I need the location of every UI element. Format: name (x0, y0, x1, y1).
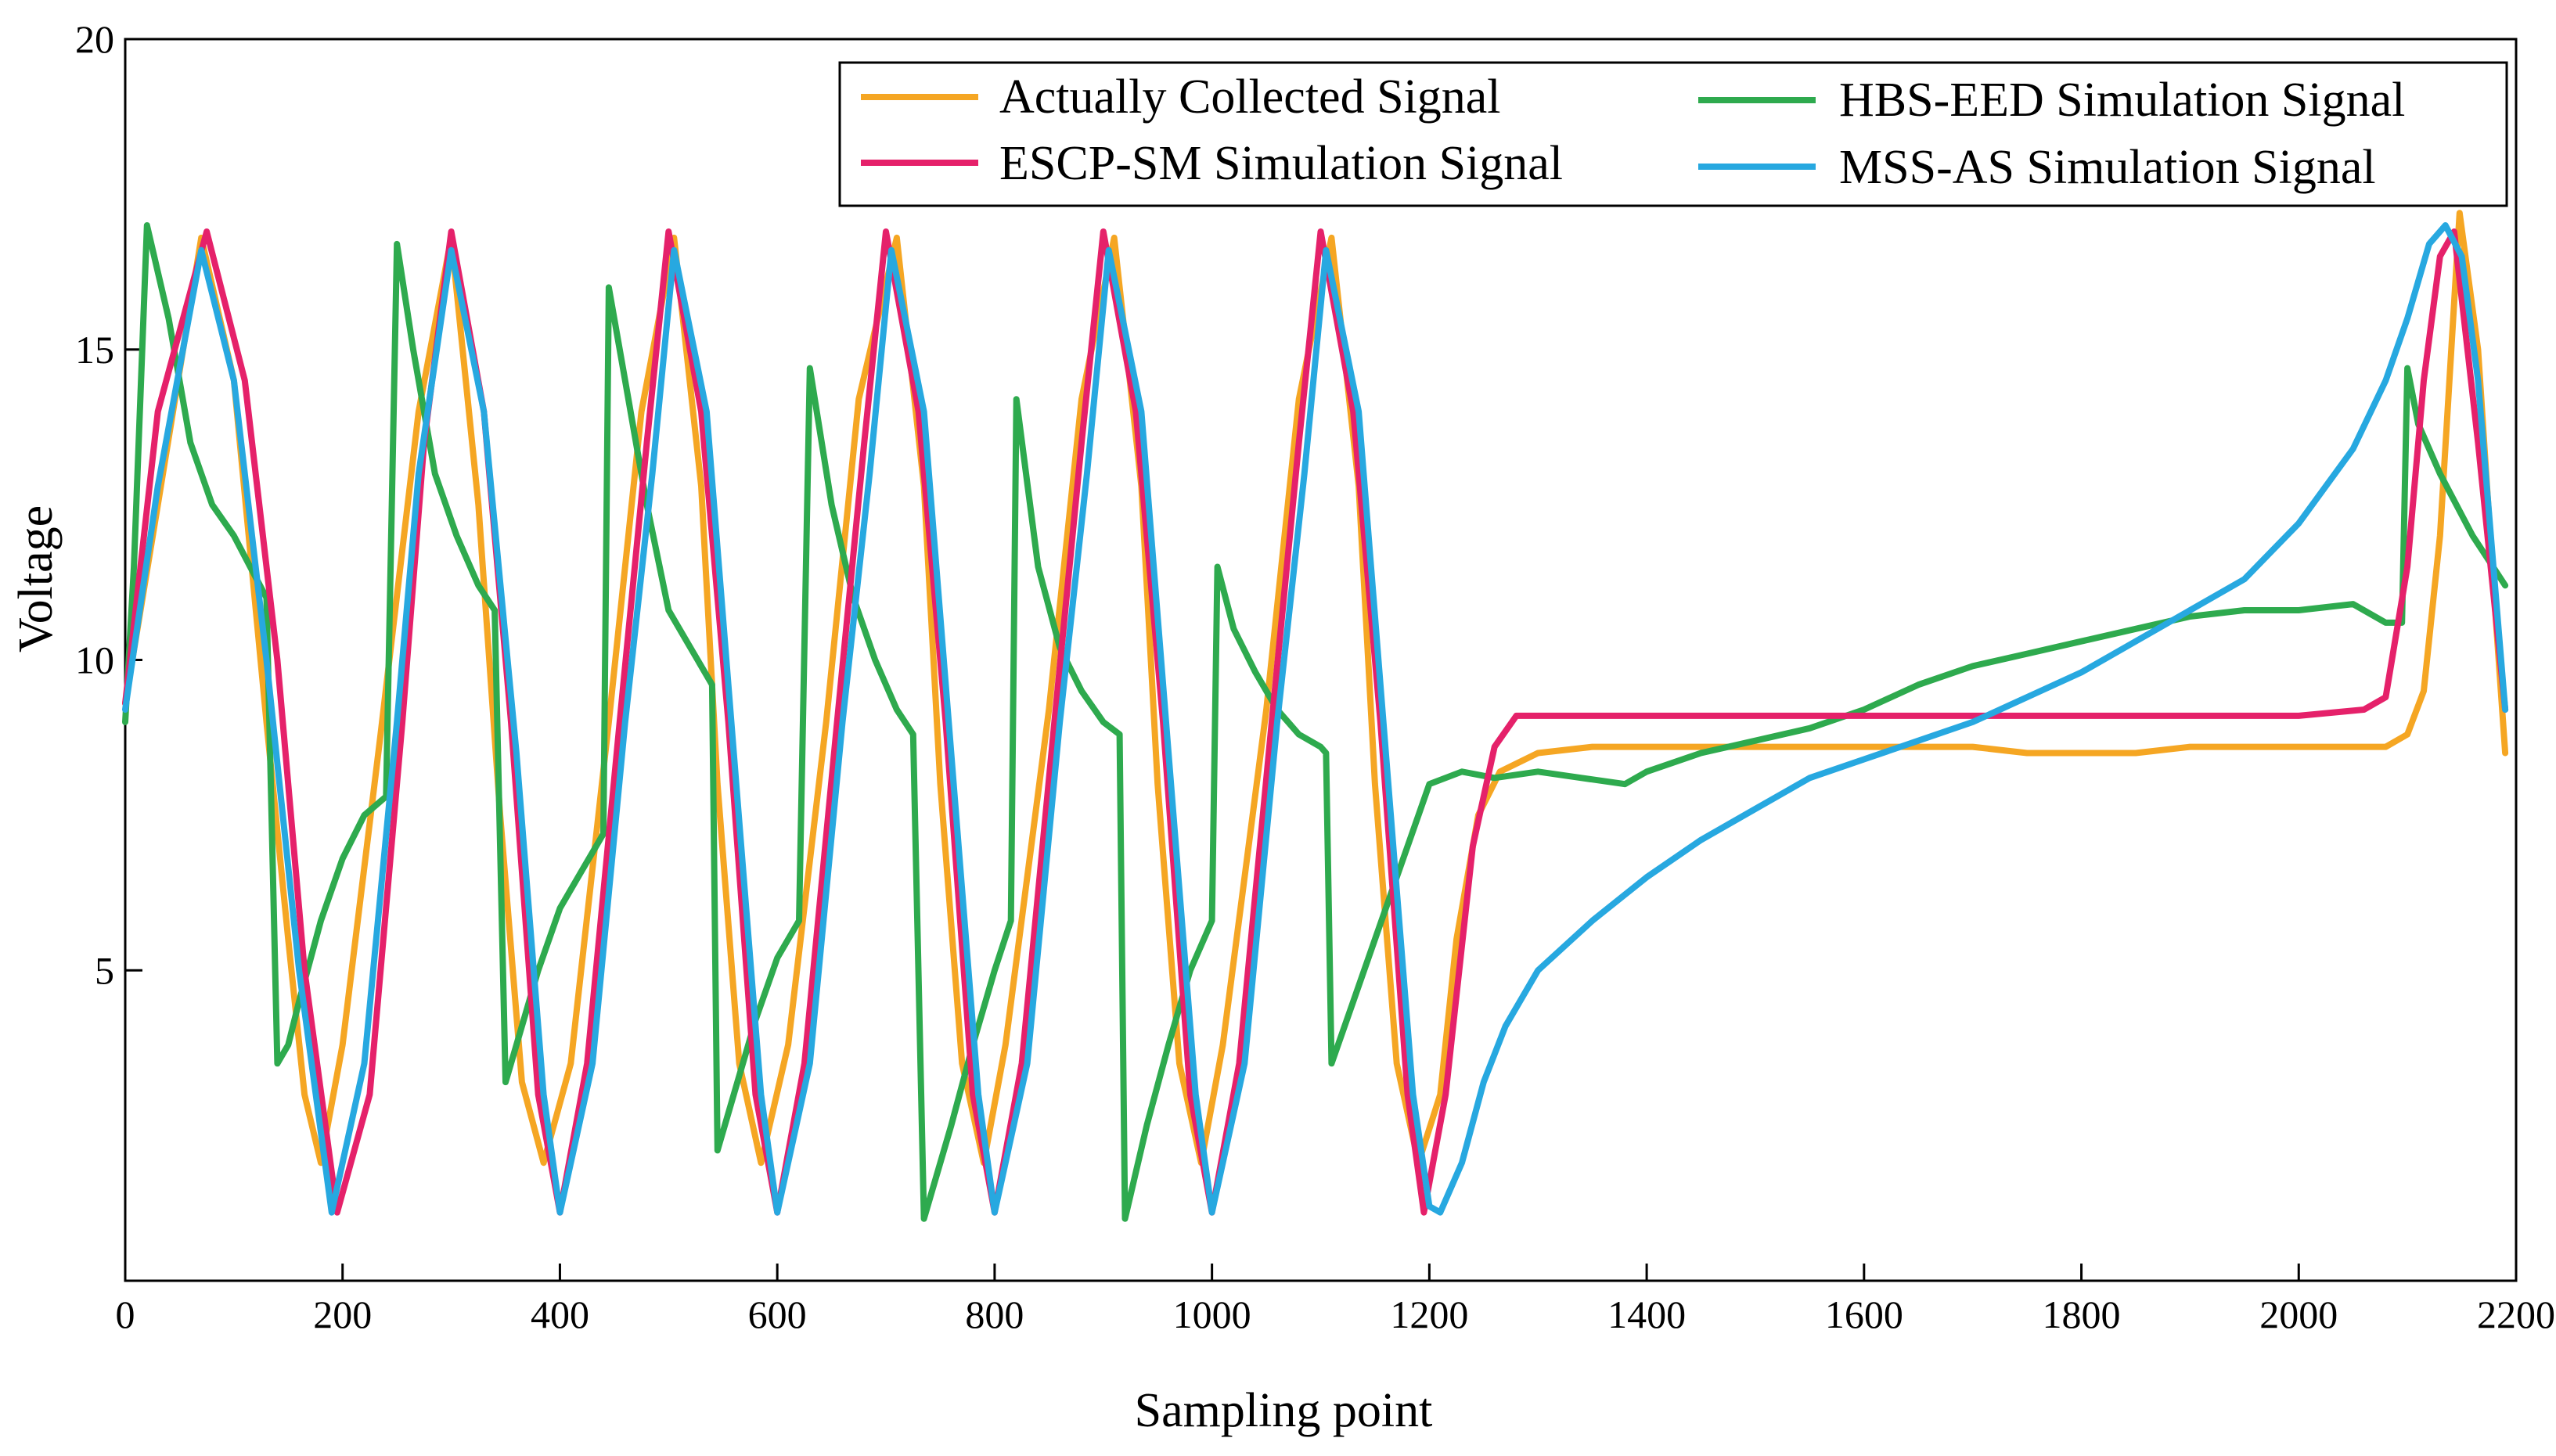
x-tick-label: 1200 (1390, 1292, 1468, 1336)
legend-label-actually-collected: Actually Collected Signal (999, 70, 1501, 124)
legend-label-mss-as: MSS-AS Simulation Signal (1839, 141, 2376, 194)
y-axis-ticks: 5 10 15 20 (75, 17, 142, 992)
x-tick-label: 1800 (2043, 1292, 2121, 1336)
x-tick-label: 800 (965, 1292, 1024, 1336)
x-tick-label: 2000 (2259, 1292, 2338, 1336)
x-tick-label: 1400 (1607, 1292, 1686, 1336)
x-tick-label: 400 (531, 1292, 589, 1336)
x-tick-label: 200 (313, 1292, 372, 1336)
y-tick-label: 20 (75, 17, 114, 61)
x-tick-label: 2200 (2477, 1292, 2555, 1336)
y-tick-label: 5 (95, 948, 114, 992)
x-axis-ticks: 0 200 400 600 800 1000 1200 1400 1600 1800 2000 220… (116, 1264, 2555, 1336)
x-tick-label: 1000 (1173, 1292, 1251, 1336)
y-tick-label: 15 (75, 328, 114, 372)
series-layer (122, 210, 2509, 1222)
legend-label-escp-sm: ESCP-SM Simulation Signal (999, 137, 1563, 190)
x-tick-label: 0 (116, 1292, 135, 1336)
series-line-mss-as-simulation-signal (122, 222, 2509, 1216)
x-axis-title: Sampling point (1135, 1384, 1433, 1437)
x-tick-label: 1600 (1825, 1292, 1903, 1336)
x-tick-label: 600 (748, 1292, 807, 1336)
y-axis-title: Voltage (9, 505, 63, 653)
legend-label-hbs-eed: HBS-EED Simulation Signal (1839, 74, 2405, 127)
y-tick-label: 10 (75, 638, 114, 682)
legend-box (838, 61, 2508, 207)
series-line-actually-collected-signal (122, 210, 2509, 1167)
legend: Actually Collected Signal ESCP-SM Simula… (838, 61, 2508, 207)
